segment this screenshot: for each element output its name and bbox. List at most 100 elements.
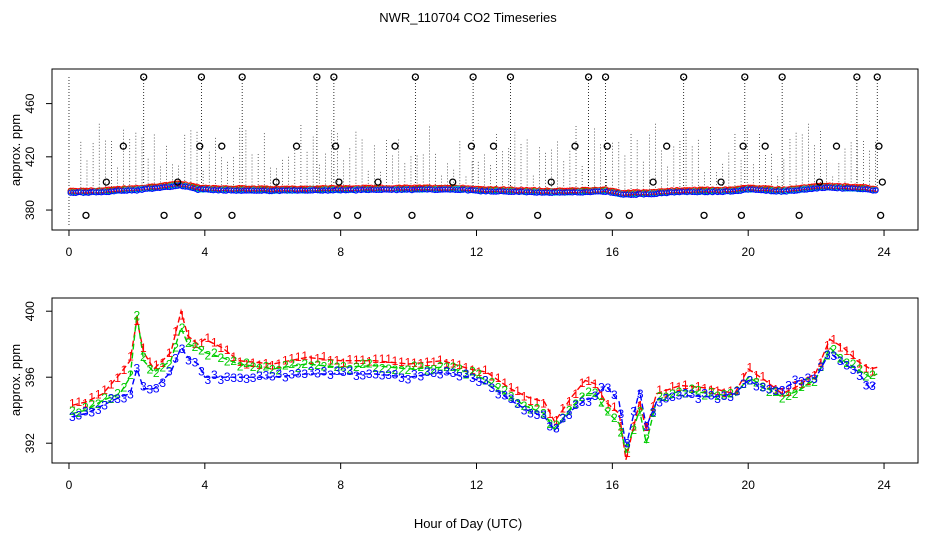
series-3-marker: 3 <box>269 369 276 383</box>
top-plot-frame <box>51 68 919 231</box>
series-2-line <box>72 314 878 454</box>
series-1-marker: 1 <box>114 371 121 385</box>
series-1-marker: 1 <box>676 380 683 394</box>
series-2-marker: 2 <box>585 385 592 399</box>
series-1-marker: 1 <box>301 349 308 363</box>
bottom-y-tick-label: 400 <box>23 301 37 321</box>
series-1-marker: 1 <box>424 355 431 369</box>
series-3-marker: 3 <box>553 421 560 435</box>
series-3-marker: 3 <box>753 379 760 393</box>
series-3-marker: 3 <box>766 383 773 397</box>
series-3-marker: 3 <box>392 368 399 382</box>
series-3-marker: 3 <box>585 395 592 409</box>
top-flag-point <box>333 211 341 220</box>
series-3-marker: 3 <box>295 366 302 380</box>
series-3-marker: 3 <box>385 368 392 382</box>
series-2-marker: 2 <box>656 389 663 403</box>
top-flag-point <box>584 73 593 81</box>
series-2-marker: 2 <box>327 357 334 371</box>
series-3-marker: 3 <box>830 349 837 363</box>
series-1-marker: 1 <box>617 419 624 433</box>
series-3-marker: 3 <box>159 376 166 390</box>
series-1-marker: 1 <box>121 363 128 377</box>
series-2-marker: 2 <box>766 385 773 399</box>
series-3-marker: 3 <box>224 370 231 384</box>
series-1-marker: 1 <box>779 386 786 400</box>
series-3-marker: 3 <box>469 371 476 385</box>
series-1-marker: 1 <box>276 357 283 371</box>
series-1-marker: 1 <box>488 370 495 384</box>
series-3-marker: 3 <box>559 411 566 425</box>
series-1-marker: 1 <box>650 399 657 413</box>
series-2-marker: 2 <box>334 360 341 374</box>
top-flag-point <box>353 211 362 220</box>
series-1-marker: 1 <box>856 356 863 370</box>
series-2-marker: 2 <box>579 390 586 404</box>
series-1-marker: 1 <box>392 354 399 368</box>
series-1-marker: 1 <box>708 383 715 397</box>
series-2-marker: 2 <box>540 406 547 420</box>
series-3-marker: 3 <box>476 375 483 389</box>
series-2-marker: 2 <box>314 358 321 372</box>
series-3-marker: 3 <box>353 369 360 383</box>
series-2-marker: 2 <box>424 364 431 378</box>
series-3-marker: 3 <box>488 381 495 395</box>
bottom-y-tick-label: 396 <box>23 367 37 387</box>
series-3-marker: 3 <box>308 364 315 378</box>
series-1-marker: 1 <box>146 355 153 369</box>
series-3-marker: 3 <box>346 364 353 378</box>
series-1-marker: 1 <box>785 385 792 399</box>
series-1-line <box>72 308 878 460</box>
series-1-marker: 1 <box>482 363 489 377</box>
series-2-marker: 2 <box>721 388 728 402</box>
series-1-marker: 1 <box>192 337 199 351</box>
series-1-marker: 1 <box>134 314 141 328</box>
top-flag-point <box>335 178 343 186</box>
series-2-marker: 2 <box>637 405 644 419</box>
bottom-x-tick-label: 24 <box>877 478 891 492</box>
series-3-marker: 3 <box>701 387 708 401</box>
series-3-marker: 3 <box>521 403 528 417</box>
top-y-tick-label: 460 <box>23 93 37 113</box>
top-flag-point <box>547 178 555 186</box>
series-1-marker: 1 <box>514 384 521 398</box>
series-2-marker: 2 <box>785 389 792 403</box>
series-2-marker: 2 <box>850 357 857 371</box>
series-2-marker: 2 <box>469 365 476 379</box>
series-2-marker: 2 <box>88 398 95 412</box>
top-flag-point <box>466 211 474 220</box>
top-flag-point <box>140 73 148 81</box>
top-flag-point <box>571 142 579 150</box>
series-2-marker: 2 <box>714 389 721 403</box>
series-3-marker: 3 <box>759 380 766 394</box>
series-3-marker: 3 <box>372 368 379 382</box>
series-1-marker: 1 <box>624 446 631 460</box>
series-1-marker: 1 <box>359 353 366 367</box>
series-3-marker: 3 <box>82 405 89 419</box>
series-2-marker: 2 <box>805 376 812 390</box>
series-3-marker: 3 <box>592 389 599 403</box>
series-2-marker: 2 <box>192 340 199 354</box>
top-flag-point <box>878 178 886 186</box>
series-2-marker: 2 <box>114 386 121 400</box>
series-3-marker: 3 <box>276 367 283 381</box>
series-3-marker: 3 <box>695 392 702 406</box>
top-x-tick-label: 0 <box>66 245 73 259</box>
series-1-marker: 1 <box>372 352 379 366</box>
series-3-marker: 3 <box>811 372 818 386</box>
series-3-marker: 3 <box>121 392 128 406</box>
series-3-marker: 3 <box>321 364 328 378</box>
top-flag-point <box>102 178 110 186</box>
series-1-marker: 1 <box>721 386 728 400</box>
series-1-marker: 1 <box>792 379 799 393</box>
series-2-marker: 2 <box>630 423 637 437</box>
series-1-marker: 1 <box>308 353 315 367</box>
series-3-marker: 3 <box>663 391 670 405</box>
series-1-marker: 1 <box>772 382 779 396</box>
series-1-marker: 1 <box>250 356 257 370</box>
series-3-marker: 3 <box>243 372 250 386</box>
series-3-marker: 3 <box>198 364 205 378</box>
x-axis-label: Hour of Day (UTC) <box>414 516 522 531</box>
series-3-marker: 3 <box>714 392 721 406</box>
series-2-marker: 2 <box>146 363 153 377</box>
